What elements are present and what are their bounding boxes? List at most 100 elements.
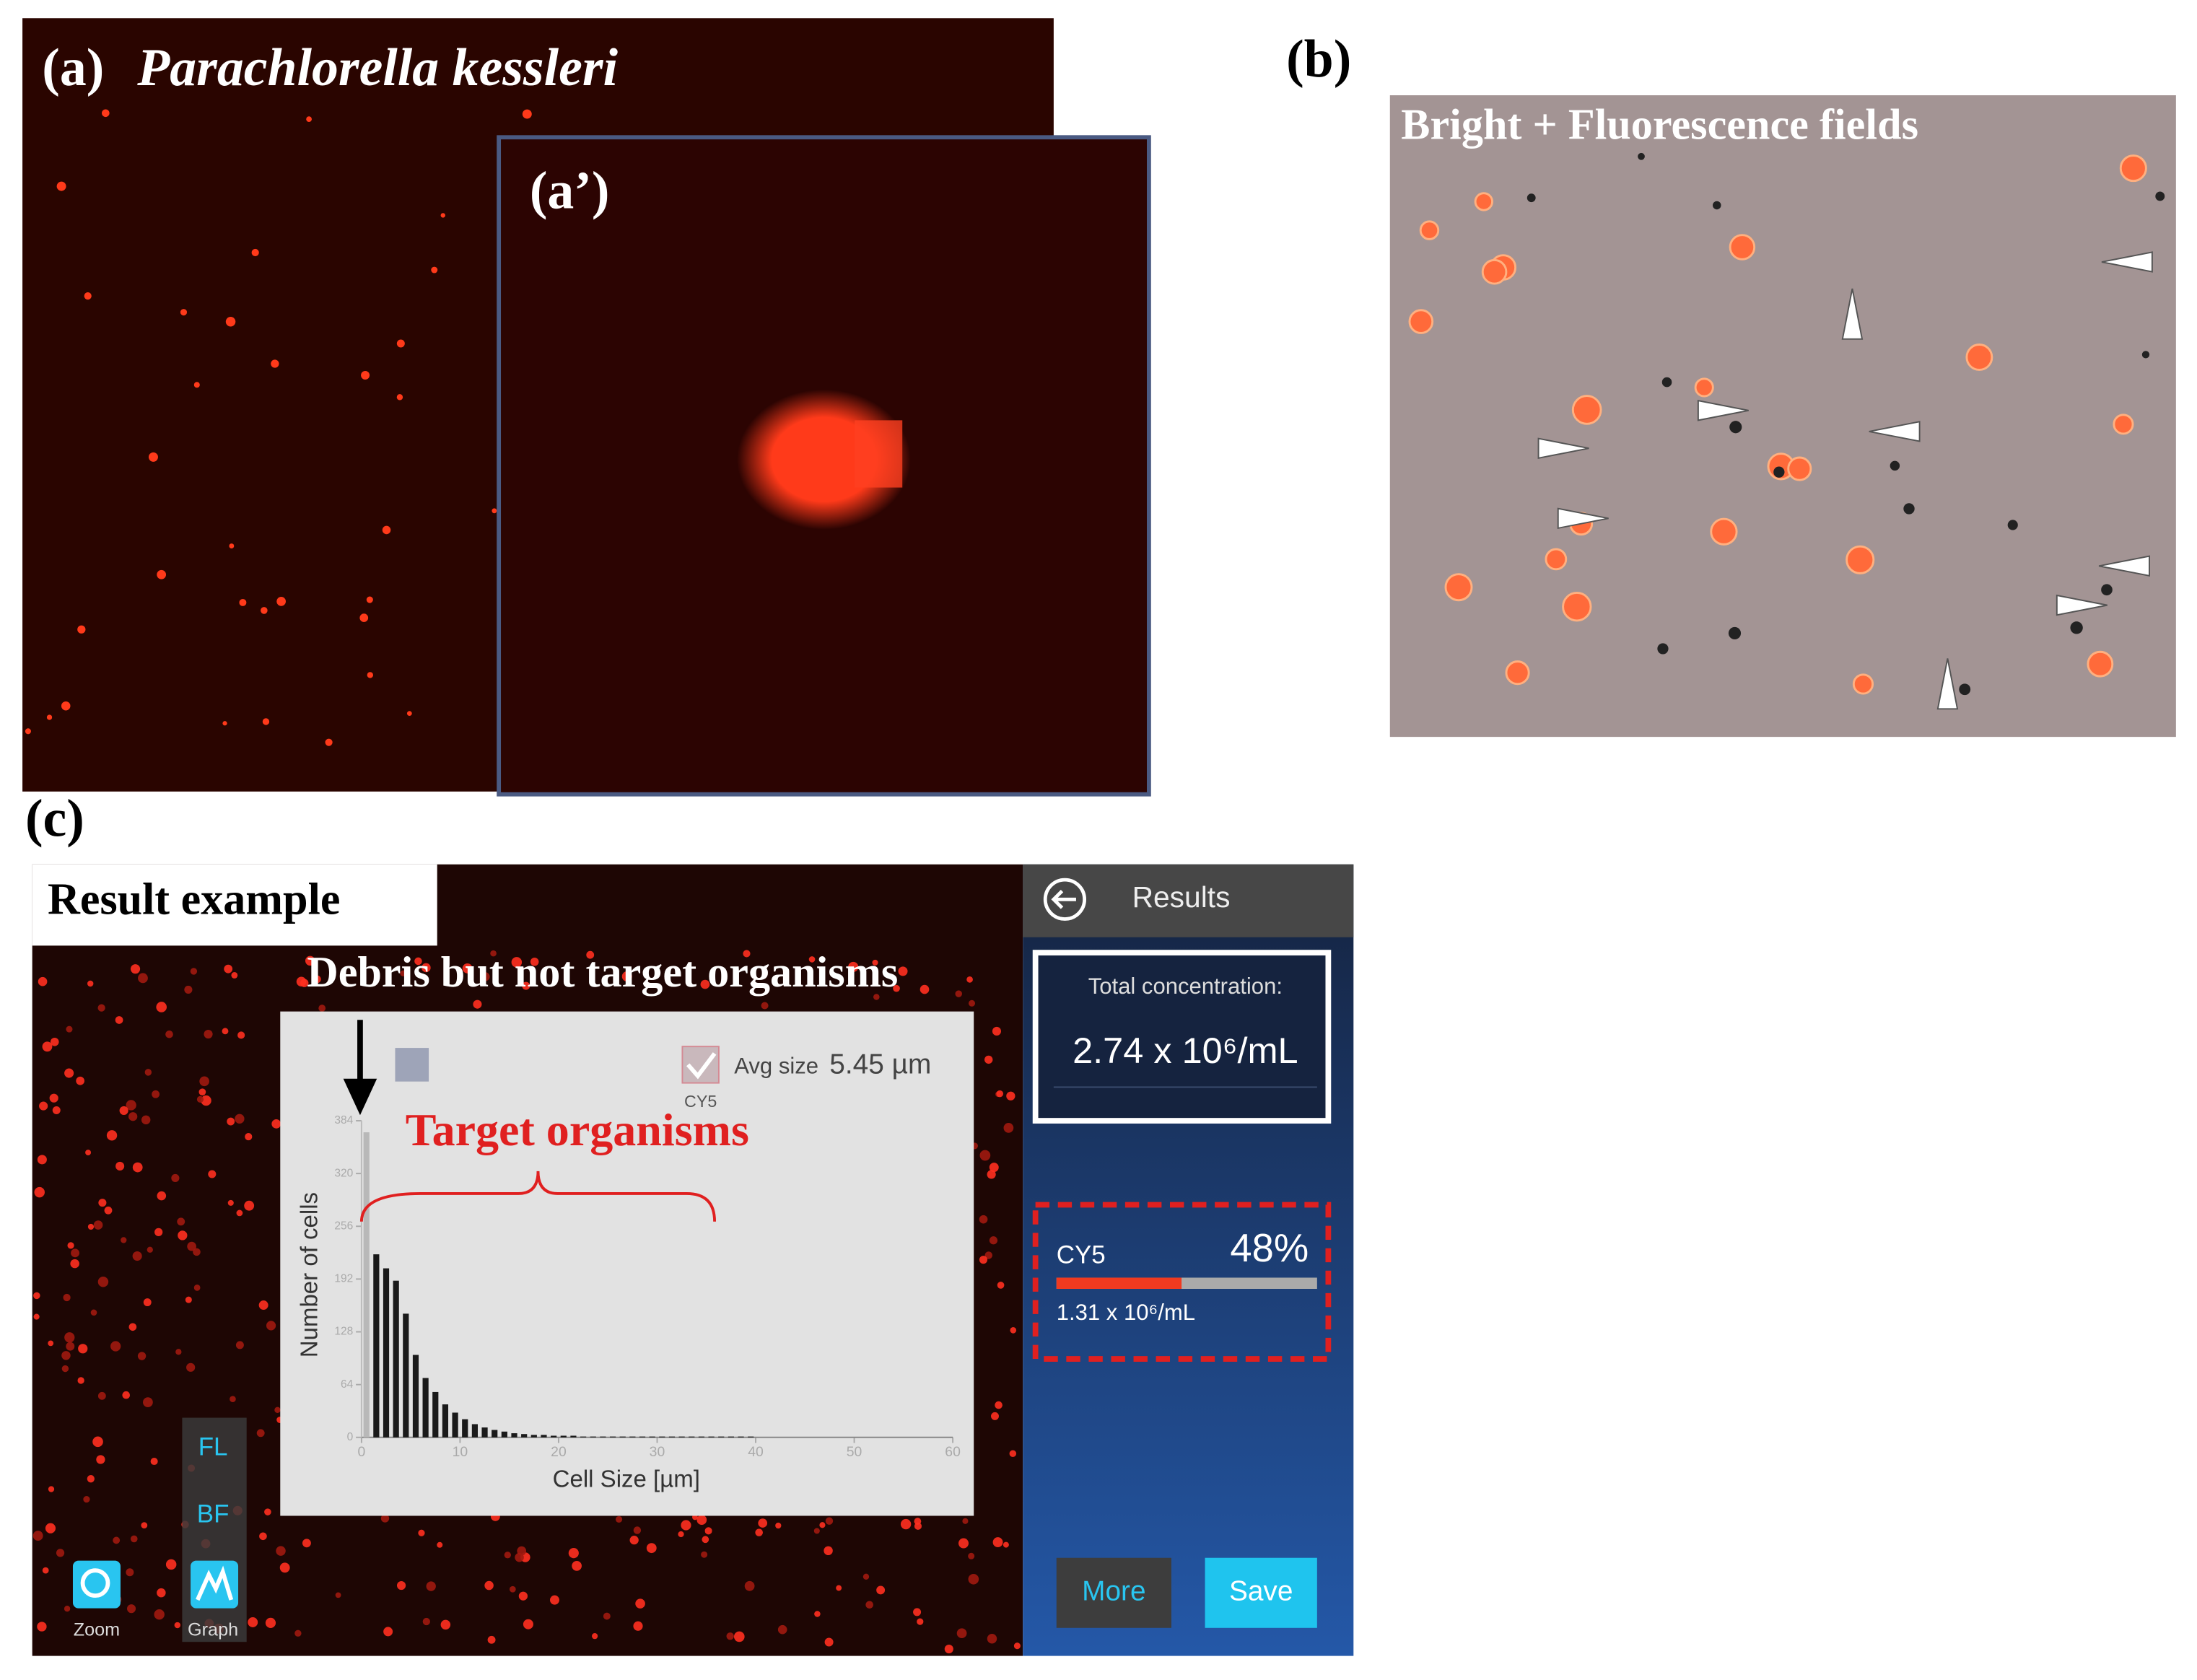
- cell-dot: [115, 1161, 125, 1171]
- cell-dot: [56, 181, 66, 191]
- tool-button[interactable]: FL: [198, 1433, 228, 1461]
- histogram-bar: [639, 1436, 646, 1438]
- fluorescent-cell: [1545, 548, 1568, 571]
- cell-dot: [187, 1241, 196, 1251]
- cell-dot: [245, 1133, 253, 1141]
- x-axis-label: Cell Size [µm]: [553, 1466, 700, 1492]
- cell-dot: [152, 1090, 160, 1098]
- cell-dot: [1003, 1541, 1009, 1548]
- save-button[interactable]: [1205, 1557, 1317, 1628]
- histogram-bar: [668, 1436, 676, 1438]
- total-box: [1032, 950, 1332, 1124]
- cell-dot: [144, 1069, 152, 1076]
- cell-dot: [872, 959, 878, 966]
- cell-dot: [396, 1580, 406, 1591]
- checkbox[interactable]: [395, 1048, 429, 1082]
- cell-dot: [987, 1170, 996, 1179]
- histogram-bar: [422, 1378, 429, 1438]
- y-tick-label: 64: [341, 1378, 354, 1391]
- fluorescent-cell: [1481, 258, 1508, 285]
- cell-dot: [193, 382, 200, 388]
- debris-dot: [2155, 191, 2165, 201]
- histogram-bar: [738, 1436, 744, 1438]
- more-button[interactable]: [1056, 1557, 1171, 1628]
- cell-dot: [92, 1436, 103, 1448]
- checkbox[interactable]: [681, 1046, 720, 1084]
- cell-dot: [102, 109, 110, 118]
- cell-dot: [900, 1518, 912, 1530]
- cell-dot: [56, 1549, 65, 1557]
- cell-dot: [127, 1604, 136, 1614]
- cell-dot: [50, 1037, 59, 1046]
- debris-note: Debris but not target organisms: [307, 948, 898, 997]
- cell-dot: [33, 1292, 40, 1300]
- arrowhead: [1557, 507, 1609, 530]
- cell-dot: [572, 1560, 582, 1571]
- cell-dot: [504, 1552, 511, 1559]
- x-tick-label: 50: [847, 1444, 862, 1460]
- cell-dot: [359, 613, 369, 622]
- sidebar-header: [1023, 864, 1354, 937]
- zoom-icon[interactable]: [72, 1560, 121, 1609]
- histogram-bar: [689, 1436, 695, 1438]
- cell-dot: [148, 452, 158, 462]
- cell-dot: [995, 1401, 1003, 1409]
- arrow-head: [343, 1078, 377, 1116]
- cell-dot: [106, 1130, 118, 1141]
- cell-dot: [49, 1093, 58, 1103]
- cell-dot: [996, 1090, 1004, 1098]
- histogram-bar: [442, 1404, 449, 1438]
- cell-dot: [366, 596, 373, 603]
- cell-dot: [121, 1237, 127, 1243]
- header-title: Results: [1132, 880, 1231, 914]
- cell-dot: [522, 981, 530, 990]
- back-button[interactable]: [1043, 878, 1087, 921]
- channel-name: CY5: [1057, 1241, 1106, 1269]
- avg-value: 5.45 µm: [829, 1049, 931, 1080]
- cell-dot: [141, 1115, 151, 1125]
- histogram-bar: [521, 1434, 528, 1438]
- cell-dot: [917, 1618, 924, 1625]
- cell-dot: [775, 1522, 782, 1529]
- total-value: 2.74 x 10⁶/mL: [1073, 1030, 1298, 1071]
- panel-label: (b): [1286, 29, 1351, 88]
- fluorescent-cell: [1852, 673, 1874, 695]
- cell-dot: [1010, 1327, 1017, 1334]
- cell-dot: [437, 1541, 443, 1548]
- cell-dot: [989, 1163, 999, 1173]
- cell-dot: [227, 1199, 234, 1206]
- cell-dot: [244, 1200, 255, 1211]
- cell-dot: [481, 972, 490, 981]
- cell-dot: [97, 1391, 106, 1400]
- cell-dot: [294, 1629, 302, 1637]
- cell-dot: [70, 1259, 79, 1269]
- cell-dot: [944, 1644, 953, 1654]
- cell-dot: [300, 979, 309, 987]
- cell-dot: [819, 1522, 826, 1528]
- debris-dot: [1638, 152, 1645, 160]
- cell-dot: [530, 957, 539, 966]
- cell-dot: [836, 1585, 842, 1591]
- cell-dot: [633, 1526, 642, 1534]
- cell-dot: [251, 248, 259, 257]
- cell-dot: [440, 1619, 451, 1630]
- tool-button[interactable]: BF: [197, 1500, 230, 1528]
- cell-dot: [122, 1391, 131, 1399]
- fluorescent-cell: [1694, 377, 1714, 398]
- cell-dot: [484, 1580, 494, 1591]
- histogram-bar: [718, 1436, 725, 1438]
- histogram-bar: [462, 1419, 468, 1438]
- histogram-bar: [452, 1412, 458, 1438]
- cell-blob: [855, 420, 903, 488]
- cell-dot: [743, 950, 751, 958]
- cell-dot: [1006, 1091, 1015, 1101]
- histogram-bar: [530, 1435, 537, 1438]
- cell-dot: [422, 963, 431, 973]
- fluorescent-cell: [2119, 154, 2147, 183]
- arrowhead: [2101, 251, 2153, 273]
- cell-dot: [825, 1517, 834, 1525]
- y-tick-label: 0: [347, 1431, 354, 1443]
- histogram-bar: [373, 1254, 380, 1438]
- cell-dot: [165, 1030, 173, 1038]
- cell-dot: [93, 1220, 103, 1230]
